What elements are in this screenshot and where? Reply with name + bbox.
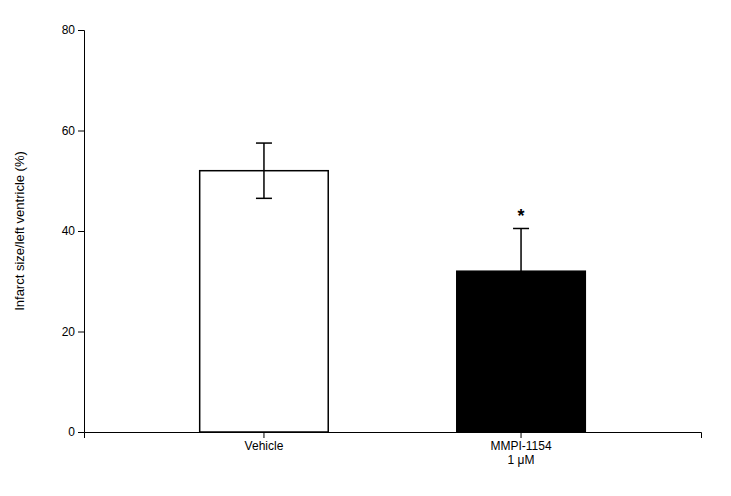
- y-tick: 40: [62, 224, 84, 238]
- y-tick: 0: [68, 425, 84, 439]
- x-tick-label-line: Vehicle: [245, 439, 284, 453]
- error-bar-cap: [513, 228, 529, 230]
- x-tick-mark: [263, 432, 264, 438]
- y-tick-mark: [78, 30, 84, 31]
- plot: 0 20 40 60 80 Vehicle MMPI-11541 μM *: [62, 23, 702, 467]
- significance-label: *: [518, 206, 525, 226]
- x-tick: MMPI-11541 μM: [490, 432, 551, 467]
- error-bar-cap: [256, 198, 272, 200]
- y-tick-mark: [78, 231, 84, 232]
- y-tick-label: 20: [62, 325, 76, 339]
- y-tick: 80: [62, 23, 84, 37]
- error-bar-stem: [520, 228, 522, 313]
- y-axis-title: Infarct size/left ventricle (%): [12, 151, 27, 311]
- x-tick-label-line: MMPI-1154: [490, 439, 551, 453]
- error-bar: [513, 228, 529, 313]
- y-tick-label: 40: [62, 224, 76, 238]
- x-tick-label-line: 1 μM: [508, 453, 535, 467]
- x-tick-mark: [521, 432, 522, 438]
- y-tick-label: 0: [68, 425, 75, 439]
- bar: [200, 171, 329, 432]
- x-axis: Vehicle MMPI-11541 μM: [85, 432, 702, 467]
- chart: 0 20 40 60 80 Vehicle MMPI-11541 μM * Infarct si…: [0, 0, 731, 496]
- y-tick-mark: [78, 131, 84, 132]
- error-bar-cap: [256, 142, 272, 144]
- x-tick-label: Vehicle: [245, 439, 284, 453]
- y-tick-mark: [78, 432, 84, 433]
- error-bar: [256, 143, 272, 198]
- y-tick: 60: [62, 124, 84, 138]
- x-axis-line: [85, 433, 702, 439]
- y-tick-mark: [78, 332, 84, 333]
- marks: [200, 143, 586, 432]
- y-axis: 0 20 40 60 80: [62, 23, 85, 439]
- x-tick: Vehicle: [245, 432, 284, 453]
- y-axis-line: [78, 31, 85, 433]
- y-tick: 20: [62, 325, 84, 339]
- error-bar-stem: [263, 143, 265, 198]
- y-tick-label: 60: [62, 124, 76, 138]
- error-bar-cap: [513, 313, 529, 315]
- y-tick-label: 80: [62, 23, 76, 37]
- x-tick-label: MMPI-11541 μM: [490, 439, 551, 467]
